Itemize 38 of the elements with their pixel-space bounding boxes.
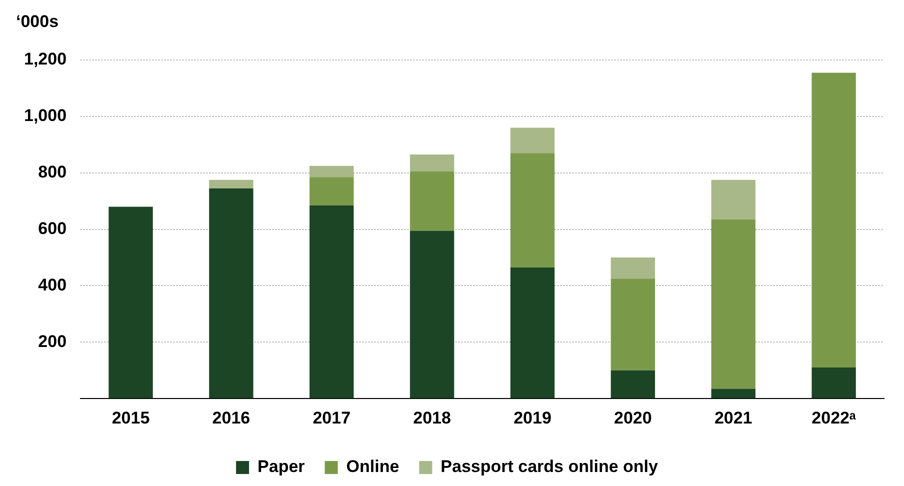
x-tick-label: 2015 (112, 408, 150, 428)
bar (812, 368, 856, 398)
y-axis-title: ‘000s (16, 12, 59, 32)
bar (108, 206, 153, 398)
legend-label: Passport cards online only (440, 457, 659, 476)
y-tick-label: 200 (38, 332, 67, 351)
x-tick-label: 2020 (614, 408, 652, 428)
bar (812, 72, 856, 368)
bar (610, 370, 656, 398)
legend-label: Online (346, 457, 400, 476)
bar (310, 205, 354, 398)
x-tick-label: 2021 (714, 408, 752, 428)
x-tick-label: 2019 (514, 408, 552, 428)
bar (310, 177, 354, 206)
bar (410, 171, 454, 231)
bar (510, 128, 555, 154)
bar (510, 153, 555, 268)
bar (711, 180, 756, 220)
bar (510, 267, 555, 398)
y-tick-label: 600 (38, 218, 67, 238)
y-tick-label: 1,200 (24, 50, 67, 69)
legend-label: Paper (258, 457, 306, 476)
x-tick-label: 2017 (312, 408, 351, 428)
bar (610, 278, 656, 370)
y-tick-label: 800 (38, 162, 67, 182)
x-tick-label: 2022ᵃ (812, 408, 856, 428)
bar (310, 166, 354, 178)
bar (410, 230, 454, 398)
y-tick-label: 400 (38, 275, 67, 294)
bar (610, 258, 656, 279)
y-tick-label: 1,000 (24, 106, 67, 126)
bar (410, 154, 454, 172)
bar (209, 188, 254, 398)
bar (209, 180, 254, 188)
bar (711, 388, 756, 398)
x-tick-label: 2016 (212, 408, 250, 428)
x-tick-label: 2018 (413, 408, 451, 428)
bar (711, 219, 756, 389)
